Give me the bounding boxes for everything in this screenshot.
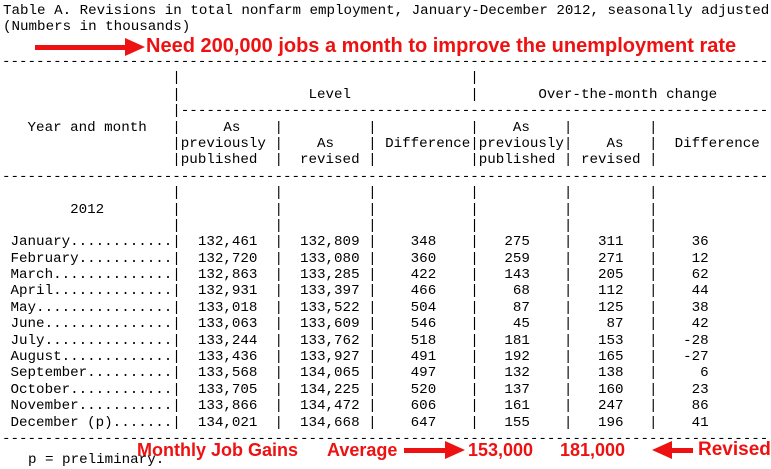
table-line: Year and month | As | | | As | | xyxy=(2,119,769,136)
table-line: July...............| 133,244 | 133,762 |… xyxy=(2,332,769,349)
table-footnote: p = preliminary. xyxy=(28,452,165,468)
table-line: December (p).......| 134,021 | 134,668 |… xyxy=(2,414,769,431)
red-arrow-left-icon xyxy=(652,441,693,459)
table-line: |published | revised | |published | revi… xyxy=(2,152,769,169)
table-line: |previously | As | Difference|previously… xyxy=(2,135,769,152)
annotation-top-text: Need 200,000 jobs a month to improve the… xyxy=(146,35,737,57)
annotation-published-average: 153,000 xyxy=(468,440,534,460)
table-line: February...........| 132,720 | 133,080 |… xyxy=(2,250,769,267)
annotation-average-label: Average xyxy=(327,440,398,460)
table-line: ----------------------------------------… xyxy=(2,430,769,447)
table-line: September..........| 133,568 | 134,065 |… xyxy=(2,365,769,382)
table-line: ----------------------------------------… xyxy=(2,54,769,70)
employment-revisions-table: ----------------------------------------… xyxy=(2,54,768,447)
annotation-revised-label: Revised xyxy=(698,439,771,460)
red-arrow-right-icon xyxy=(35,38,145,56)
table-line: January............| 132,461 | 132,809 |… xyxy=(2,234,769,251)
table-line: May................| 133,018 | 133,522 |… xyxy=(2,299,769,316)
table-line: ----------------------------------------… xyxy=(2,168,769,185)
table-title: Table A. Revisions in total nonfarm empl… xyxy=(3,3,770,19)
table-line: | | | | | | xyxy=(2,217,769,234)
table-line: | | xyxy=(2,70,479,87)
table-line: August.............| 133,436 | 133,927 |… xyxy=(2,349,769,366)
red-arrow-right-icon xyxy=(404,441,465,459)
table-line: March..............| 132,863 | 133,285 |… xyxy=(2,267,769,284)
table-line: | Level | Over-the-month change xyxy=(2,86,769,103)
annotation-revised-average: 181,000 xyxy=(560,440,626,460)
table-line: |---------------------------------------… xyxy=(2,103,769,120)
table-line: June...............| 133,063 | 133,609 |… xyxy=(2,316,769,333)
table-line: October............| 133,705 | 134,225 |… xyxy=(2,381,769,398)
table-line: April..............| 132,931 | 133,397 |… xyxy=(2,283,769,300)
table-line: November...........| 133,866 | 134,472 |… xyxy=(2,398,769,415)
annotation-gains-label: Monthly Job Gains xyxy=(137,440,299,460)
table-line: 2012 | | | | | | xyxy=(2,201,769,218)
table-line: | | | | | | xyxy=(2,185,769,202)
table-subtitle: (Numbers in thousands) xyxy=(3,19,191,35)
